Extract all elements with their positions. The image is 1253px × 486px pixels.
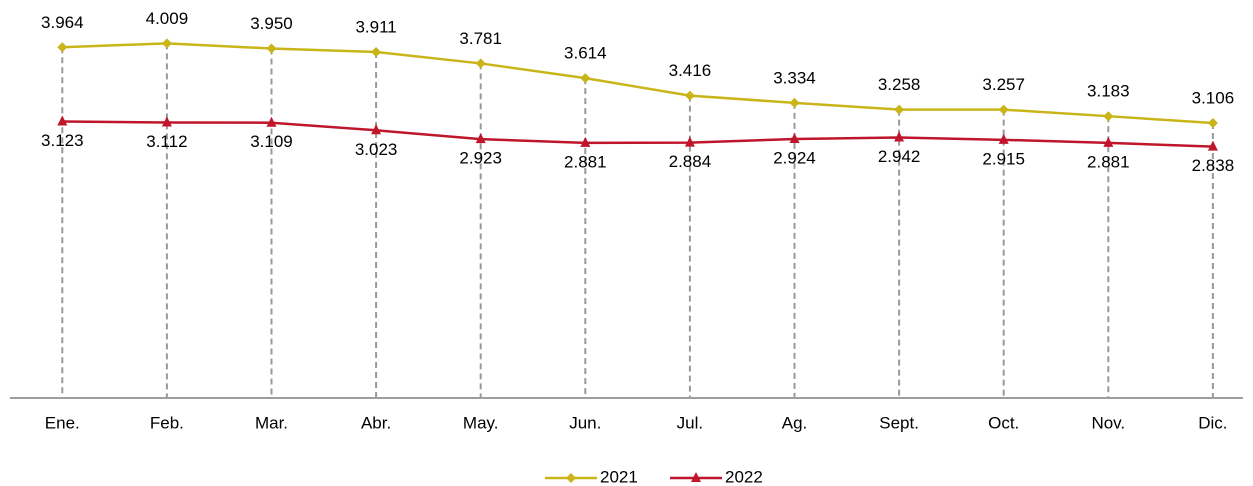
data-label: 2.915 xyxy=(982,149,1025,168)
marker xyxy=(894,131,905,142)
marker xyxy=(580,73,591,84)
x-tick-label: Ag. xyxy=(782,413,808,432)
data-label: 3.106 xyxy=(1192,88,1235,107)
data-label: 2.838 xyxy=(1192,156,1235,175)
marker xyxy=(1207,140,1218,151)
marker xyxy=(566,473,576,483)
data-label: 2.923 xyxy=(459,149,502,168)
data-label: 3.112 xyxy=(146,132,187,151)
legend-label: 2022 xyxy=(725,467,763,486)
data-label: 2.881 xyxy=(1087,152,1130,171)
marker xyxy=(894,104,905,115)
marker xyxy=(1103,136,1114,147)
data-label: 3.964 xyxy=(41,13,84,32)
data-label: 3.183 xyxy=(1087,82,1130,101)
data-label: 2.942 xyxy=(878,147,921,166)
marker xyxy=(789,97,800,108)
marker xyxy=(789,133,800,144)
data-label: 4.009 xyxy=(146,9,189,28)
data-label: 3.258 xyxy=(878,75,921,94)
x-tick-label: Nov. xyxy=(1091,413,1125,432)
x-tick-label: Dic. xyxy=(1198,413,1227,432)
x-tick-label: Ene. xyxy=(45,413,80,432)
marker xyxy=(161,116,172,127)
x-tick-label: Oct. xyxy=(988,413,1019,432)
data-label: 3.257 xyxy=(982,75,1025,94)
marker xyxy=(57,42,68,53)
marker xyxy=(684,90,695,101)
marker xyxy=(57,115,68,126)
x-tick-label: May. xyxy=(463,413,499,432)
data-label: 2.924 xyxy=(773,149,816,168)
x-tick-label: Sept. xyxy=(879,413,919,432)
marker xyxy=(998,133,1009,144)
series-line xyxy=(62,120,1213,148)
marker xyxy=(266,116,277,127)
x-tick-label: Jun. xyxy=(569,413,601,432)
marker xyxy=(371,46,382,57)
marker xyxy=(691,472,701,482)
data-label: 3.334 xyxy=(773,68,816,87)
data-label: 3.950 xyxy=(250,14,293,33)
data-label: 3.123 xyxy=(41,131,84,150)
data-label: 3.911 xyxy=(355,17,396,36)
data-label: 3.023 xyxy=(355,140,398,159)
marker xyxy=(684,136,695,147)
x-tick-label: Mar. xyxy=(255,413,288,432)
data-label: 3.614 xyxy=(564,44,607,63)
marker xyxy=(161,38,172,49)
marker xyxy=(371,124,382,135)
data-label: 3.416 xyxy=(669,61,712,80)
marker xyxy=(475,58,486,69)
marker xyxy=(1207,117,1218,128)
x-tick-label: Abr. xyxy=(361,413,391,432)
x-tick-label: Jul. xyxy=(677,413,703,432)
legend-label: 2021 xyxy=(600,467,638,486)
marker xyxy=(580,136,591,147)
data-label: 2.884 xyxy=(669,152,712,171)
marker xyxy=(998,104,1009,115)
series-line xyxy=(62,42,1213,125)
marker xyxy=(475,133,486,144)
marker xyxy=(1103,111,1114,122)
data-label: 2.881 xyxy=(564,152,607,171)
data-label: 3.109 xyxy=(250,132,293,151)
x-tick-label: Feb. xyxy=(150,413,184,432)
data-label: 3.781 xyxy=(459,29,502,48)
marker xyxy=(266,43,277,54)
